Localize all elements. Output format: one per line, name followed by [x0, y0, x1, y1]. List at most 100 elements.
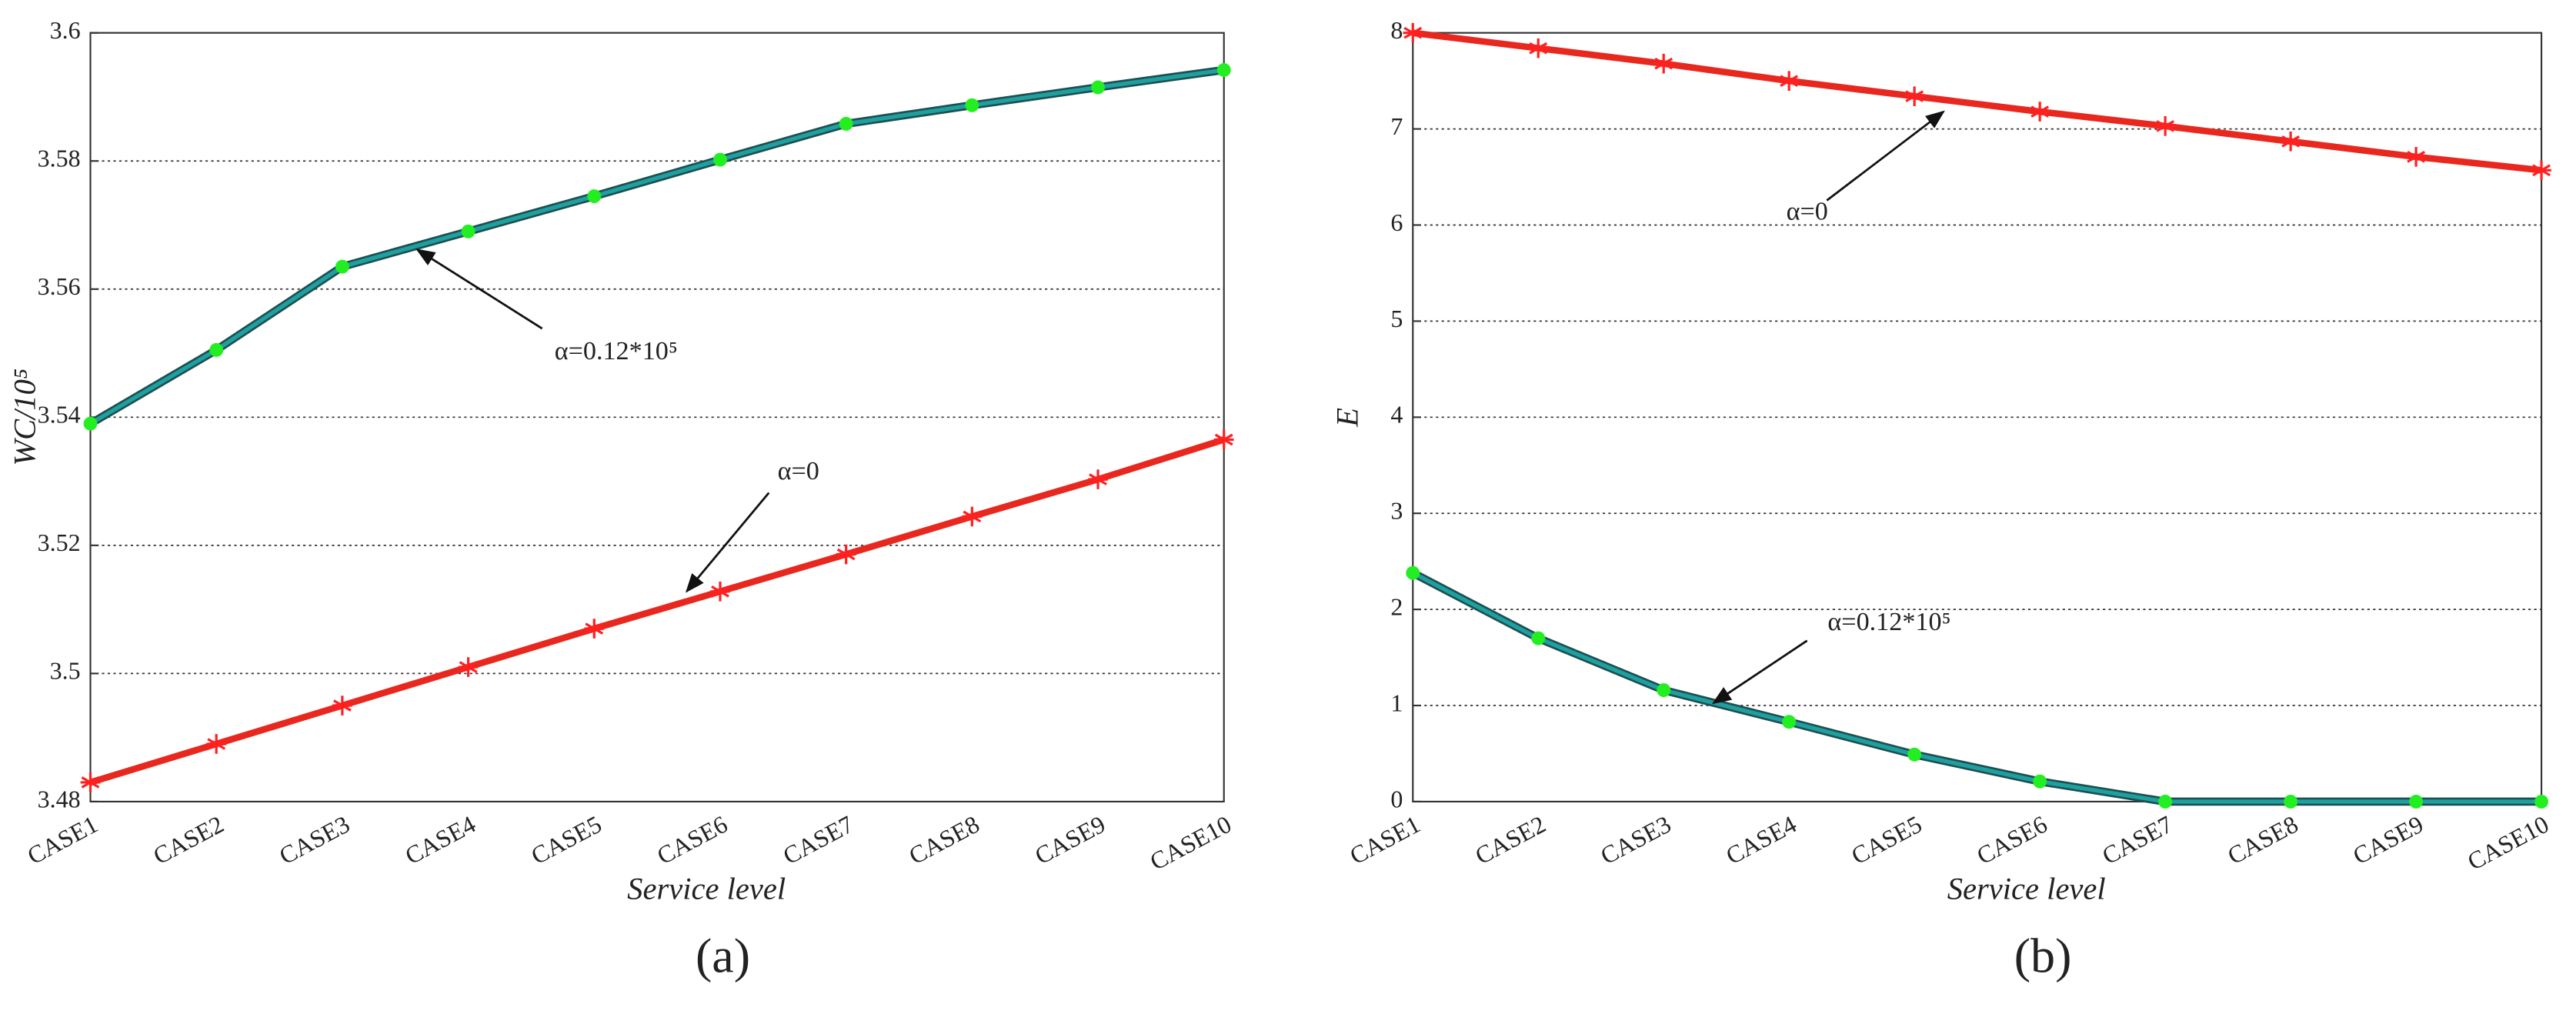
panel-label: (a): [696, 929, 750, 983]
y-tick-label: 3: [1390, 497, 1403, 525]
marker: [1657, 683, 1671, 698]
marker: [335, 259, 349, 274]
y-tick-label: 3.6: [50, 16, 81, 44]
marker: [2406, 147, 2426, 167]
marker: [2030, 102, 2050, 122]
marker: [1216, 63, 1231, 77]
annotation: α=0: [778, 457, 819, 485]
y-tick-label: 3.48: [38, 785, 81, 812]
marker: [2155, 116, 2175, 136]
y-axis-label: E: [1330, 408, 1364, 428]
marker: [1403, 22, 1423, 43]
annotation-arrow: [1711, 639, 1808, 705]
marker: [965, 98, 979, 112]
marker: [839, 116, 853, 131]
line-outline: [88, 65, 1225, 428]
panel-label: (b): [2014, 929, 2072, 983]
line: [89, 68, 1225, 425]
plot-frame: [89, 32, 1225, 802]
y-tick-label: 3.54: [38, 401, 81, 429]
y-tick-label: 0: [1390, 785, 1403, 812]
marker: [1653, 53, 1674, 74]
x-tick-label: CASE8: [904, 810, 983, 870]
chart-panel: 0 1 2 3 4 5 6 7 8 CASE1 CASE2 CASE3 CASE4 CASE5 CASE6 C…: [1330, 16, 2553, 983]
x-tick-label: CASE7: [2097, 810, 2177, 870]
x-tick-label: CASE5: [526, 810, 606, 870]
annotation: α=0.12*10⁵: [555, 337, 678, 365]
marker: [587, 189, 602, 204]
marker: [1531, 631, 1546, 645]
y-tick-label: 8: [1390, 16, 1403, 44]
y-tick-label: 4: [1390, 401, 1403, 429]
x-tick-label: CASE4: [1721, 810, 1800, 870]
marker: [712, 152, 727, 167]
y-tick-label: 3.5: [50, 657, 81, 685]
marker: [1091, 80, 1106, 95]
x-tick-label: CASE4: [401, 810, 480, 870]
marker: [458, 657, 479, 677]
x-tick-label: CASE10: [1146, 810, 1236, 876]
marker: [332, 695, 352, 715]
marker: [209, 342, 224, 357]
x-tick-label: CASE6: [652, 810, 732, 870]
marker: [206, 734, 227, 754]
x-tick-label: CASE3: [275, 810, 354, 870]
marker: [584, 619, 605, 639]
x-tick-label: CASE2: [1470, 810, 1550, 870]
x-tick-label: CASE1: [1345, 810, 1424, 870]
annotation-arrow: [685, 492, 770, 593]
x-tick-label: CASE8: [2223, 810, 2302, 870]
y-tick-label: 6: [1390, 208, 1403, 236]
line: [1412, 571, 2542, 804]
marker: [2409, 794, 2424, 809]
marker: [83, 416, 98, 431]
y-tick-label: 3.56: [38, 272, 81, 300]
marker: [2158, 794, 2173, 809]
marker: [80, 772, 101, 792]
chart-panel: 3.48 3.5 3.52 3.54 3.56 3.58 3.6 CASE1 CASE2 CASE…: [8, 16, 1236, 983]
x-tick-label: CASE9: [1030, 810, 1109, 870]
marker: [1907, 747, 1922, 762]
plot-frame: [1412, 32, 2543, 802]
marker: [2281, 132, 2301, 152]
y-tick-label: 3.52: [38, 529, 81, 556]
marker: [2033, 774, 2047, 789]
y-tick-label: 7: [1390, 112, 1403, 140]
marker: [836, 544, 856, 565]
line: [1412, 29, 2542, 174]
marker: [1904, 86, 1924, 106]
annotation-arrow: [415, 248, 543, 330]
x-tick-label: CASE1: [22, 810, 102, 870]
x-tick-label: CASE3: [1596, 810, 1675, 870]
x-tick-label: CASE9: [2348, 810, 2428, 870]
x-tick-label: CASE2: [148, 810, 228, 870]
marker: [1406, 565, 1420, 580]
marker: [2284, 794, 2298, 809]
annotation: α=0.12*10⁵: [1827, 608, 1950, 636]
marker: [1088, 469, 1108, 489]
line: [89, 436, 1226, 786]
marker: [1528, 38, 1549, 58]
annotation: α=0: [1787, 197, 1828, 225]
x-axis-label: Service level: [627, 872, 786, 906]
marker: [2531, 160, 2551, 181]
x-tick-label: CASE10: [2463, 810, 2553, 876]
marker: [2534, 794, 2549, 809]
y-tick-label: 3.58: [38, 145, 81, 172]
y-axis-label: WC/10⁵: [8, 369, 42, 466]
y-tick-label: 2: [1390, 592, 1403, 620]
x-tick-label: CASE5: [1847, 810, 1926, 870]
y-tick-label: 5: [1390, 305, 1403, 332]
marker: [461, 224, 475, 238]
x-tick-label: CASE6: [1972, 810, 2051, 870]
annotation-arrow: [1826, 110, 1945, 202]
y-tick-label: 1: [1390, 689, 1403, 716]
x-axis-label: Service level: [1947, 872, 2106, 906]
x-tick-label: CASE7: [779, 810, 858, 870]
marker: [1213, 429, 1234, 450]
marker: [1782, 715, 1797, 729]
marker: [1779, 71, 1800, 91]
marker: [962, 506, 983, 527]
marker: [710, 581, 730, 602]
